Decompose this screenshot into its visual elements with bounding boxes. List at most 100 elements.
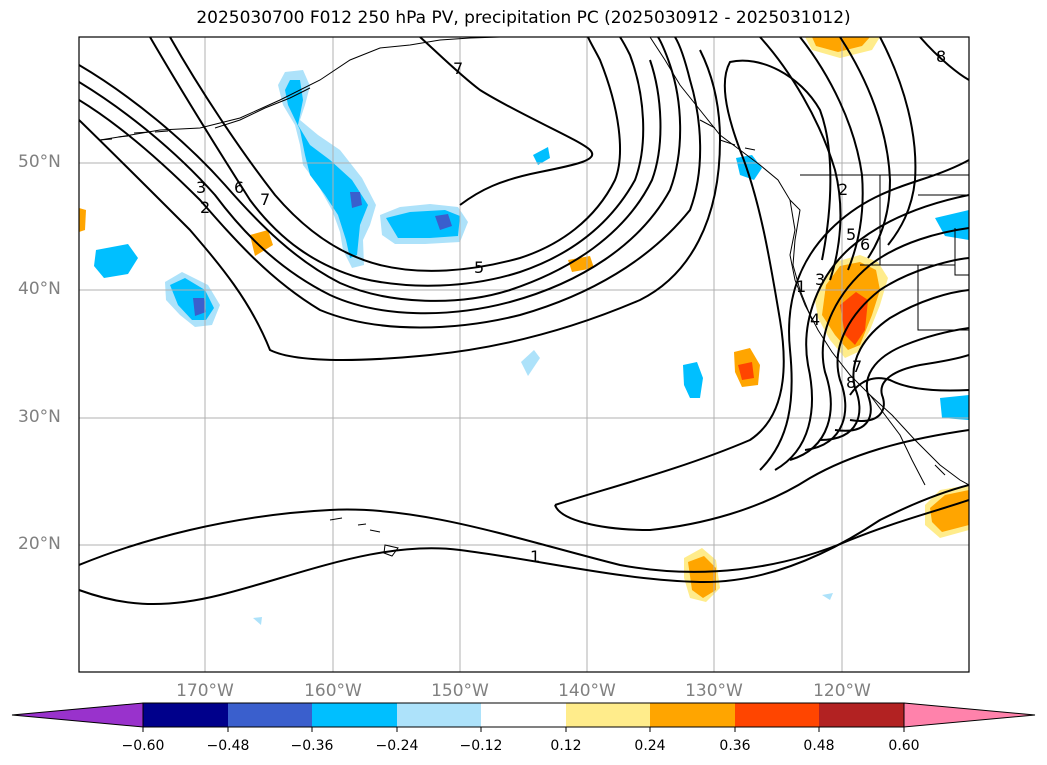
neg-region-small-d: [253, 617, 262, 625]
colorbar-outline: [142, 702, 905, 728]
baja-peninsula: [869, 394, 946, 486]
neg-region-small-e: [822, 593, 833, 600]
pv-contour-east-7: [849, 354, 969, 422]
map-title: 2025030700 F012 250 hPa PV, precipitatio…: [196, 8, 851, 28]
contour-label: 3: [196, 178, 206, 197]
contour-label: 3: [815, 270, 825, 289]
pos-region-hawaii-east-core: [688, 556, 716, 598]
lat-label-30n: 30°N: [18, 407, 61, 427]
pos-region-top-core: [812, 37, 870, 52]
pv-contour-east-3: [789, 227, 969, 461]
lat-label-40n: 40°N: [18, 279, 61, 299]
pv-contour-1-south-b: [79, 484, 969, 606]
pos-region-baja-core: [930, 490, 969, 532]
pv-contour-east-upper-a: [759, 37, 842, 281]
contour-label: 7: [260, 190, 270, 209]
colorbar-bin: [143, 703, 228, 727]
contour-label: 1: [796, 277, 806, 296]
contour-label: 8: [936, 47, 946, 66]
colorbar-bin: [312, 703, 397, 727]
colorbar-extend-high: [903, 702, 1036, 728]
bc-coast: [649, 37, 969, 486]
neg-region-idaho: [935, 210, 969, 240]
pv-contour-6: [149, 37, 645, 287]
lon-label-170w: 170°W: [176, 681, 234, 701]
contour-label: 2: [200, 198, 210, 217]
colorbar-tick-label: 0.48: [803, 738, 835, 754]
pv-contour-east-2: [774, 194, 969, 471]
islands-nw-coast: [699, 119, 756, 151]
lon-label-150w: 150°W: [431, 681, 489, 701]
pos-region-west-edge: [79, 208, 86, 232]
pv-contour-east-4: [804, 257, 969, 451]
hawaii-islands: [329, 517, 399, 557]
pv-contour-2: [79, 49, 722, 361]
pv-contour-1-inner: [554, 429, 969, 532]
colorbar-tick-label: −0.24: [375, 738, 419, 754]
precip-negative-shading: [94, 70, 969, 625]
pv-contour-east-upper-b: [799, 37, 864, 271]
pv-contour-east-6: [834, 327, 969, 432]
colorbar-bin: [228, 703, 312, 727]
pv-contour-east-upper-c: [839, 37, 892, 259]
colorbar-tick-label: −0.60: [121, 738, 165, 754]
aleutians: [99, 130, 169, 141]
state-lines: [860, 175, 969, 331]
pv-contour-3: [79, 37, 702, 329]
lon-label-120w: 120°W: [813, 681, 871, 701]
colorbar-tick-label: −0.12: [459, 738, 503, 754]
neg-region-small-a: [533, 147, 550, 165]
pv-contour-east-1: [759, 159, 969, 471]
pv-contour-7: [169, 37, 621, 272]
neg-region-gulf-of-alaska-core: [285, 80, 368, 258]
contour-label: 7: [453, 59, 463, 78]
lon-label-130w: 130°W: [685, 681, 743, 701]
contour-label: 5: [474, 258, 484, 277]
pos-region-165w: [250, 230, 273, 256]
colorbar-extend-low: [11, 702, 144, 728]
contour-label: 5: [846, 225, 856, 244]
colorbar-tick-label: 0.12: [550, 738, 582, 754]
alaska-peninsula: [214, 87, 311, 129]
contour-label: 8: [846, 373, 856, 392]
lat-label-50n: 50°N: [18, 152, 61, 172]
pv-contour-4: [79, 37, 682, 315]
pv-contour-east-upper-e: [919, 37, 969, 81]
colorbar-bin: [481, 703, 566, 727]
lat-label-20n: 20°N: [18, 534, 61, 554]
colorbar: [11, 702, 1036, 732]
neg-region-small-c: [683, 362, 703, 398]
contour-label: 6: [234, 178, 244, 197]
pv-contour-7-north: [419, 37, 594, 206]
contour-label: 1: [530, 547, 540, 566]
graticule: [79, 37, 969, 672]
precip-positive-shading: [79, 37, 969, 602]
pos-region-california-red: [840, 292, 868, 345]
pos-region-offshore-ca-red: [738, 362, 754, 380]
lon-label-160w: 160°W: [304, 681, 362, 701]
colorbar-bin: [566, 703, 650, 727]
pv-contour-1-south: [79, 499, 969, 573]
neg-region-small-b: [521, 350, 540, 376]
contour-labels: 7 3 2 6 7 5 1 2 5 6 1 3 4 7 8 8: [196, 47, 946, 566]
colorbar-tick-label: 0.60: [888, 738, 920, 754]
colorbar-bin: [650, 703, 735, 727]
contour-label: 2: [838, 180, 848, 199]
neg-region-gulf-center-darker: [350, 192, 362, 208]
neg-region-mexico: [940, 395, 969, 420]
lon-label-140w: 140°W: [558, 681, 616, 701]
map-frame: [78, 36, 970, 673]
neg-region-east-of-gulf-dark: [435, 214, 452, 230]
coastlines: [99, 37, 969, 557]
alaska-coast: [99, 37, 501, 141]
colorbar-bin: [819, 703, 904, 727]
pv-contour-5: [79, 59, 662, 302]
pv-contour-east-upper-d: [879, 37, 917, 246]
neg-region-central-pacific-west: [94, 244, 138, 278]
pv-contour-east-5: [819, 289, 969, 441]
neg-region-170w-dark: [193, 298, 206, 316]
contour-label: 4: [810, 310, 820, 329]
contour-label: 6: [860, 235, 870, 254]
colorbar-tick-label: −0.48: [206, 738, 250, 754]
